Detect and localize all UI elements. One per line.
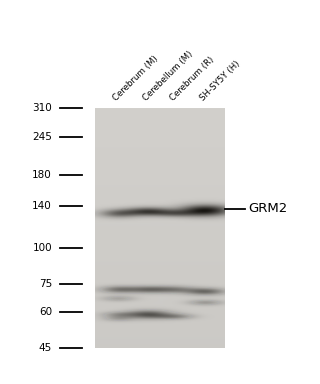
Text: Cerebellum (M): Cerebellum (M) [142, 50, 195, 103]
Text: 60: 60 [39, 307, 52, 317]
Text: 45: 45 [39, 343, 52, 353]
Text: 310: 310 [32, 103, 52, 113]
Text: SH-SY5Y (H): SH-SY5Y (H) [199, 60, 242, 103]
Text: 140: 140 [32, 201, 52, 211]
Text: Cerebrum (R): Cerebrum (R) [169, 55, 216, 103]
Text: 100: 100 [32, 243, 52, 253]
Text: 245: 245 [32, 132, 52, 142]
Text: GRM2: GRM2 [248, 202, 287, 215]
Text: 180: 180 [32, 170, 52, 180]
Text: 75: 75 [39, 279, 52, 289]
Text: Cerebrum (M): Cerebrum (M) [112, 55, 160, 103]
